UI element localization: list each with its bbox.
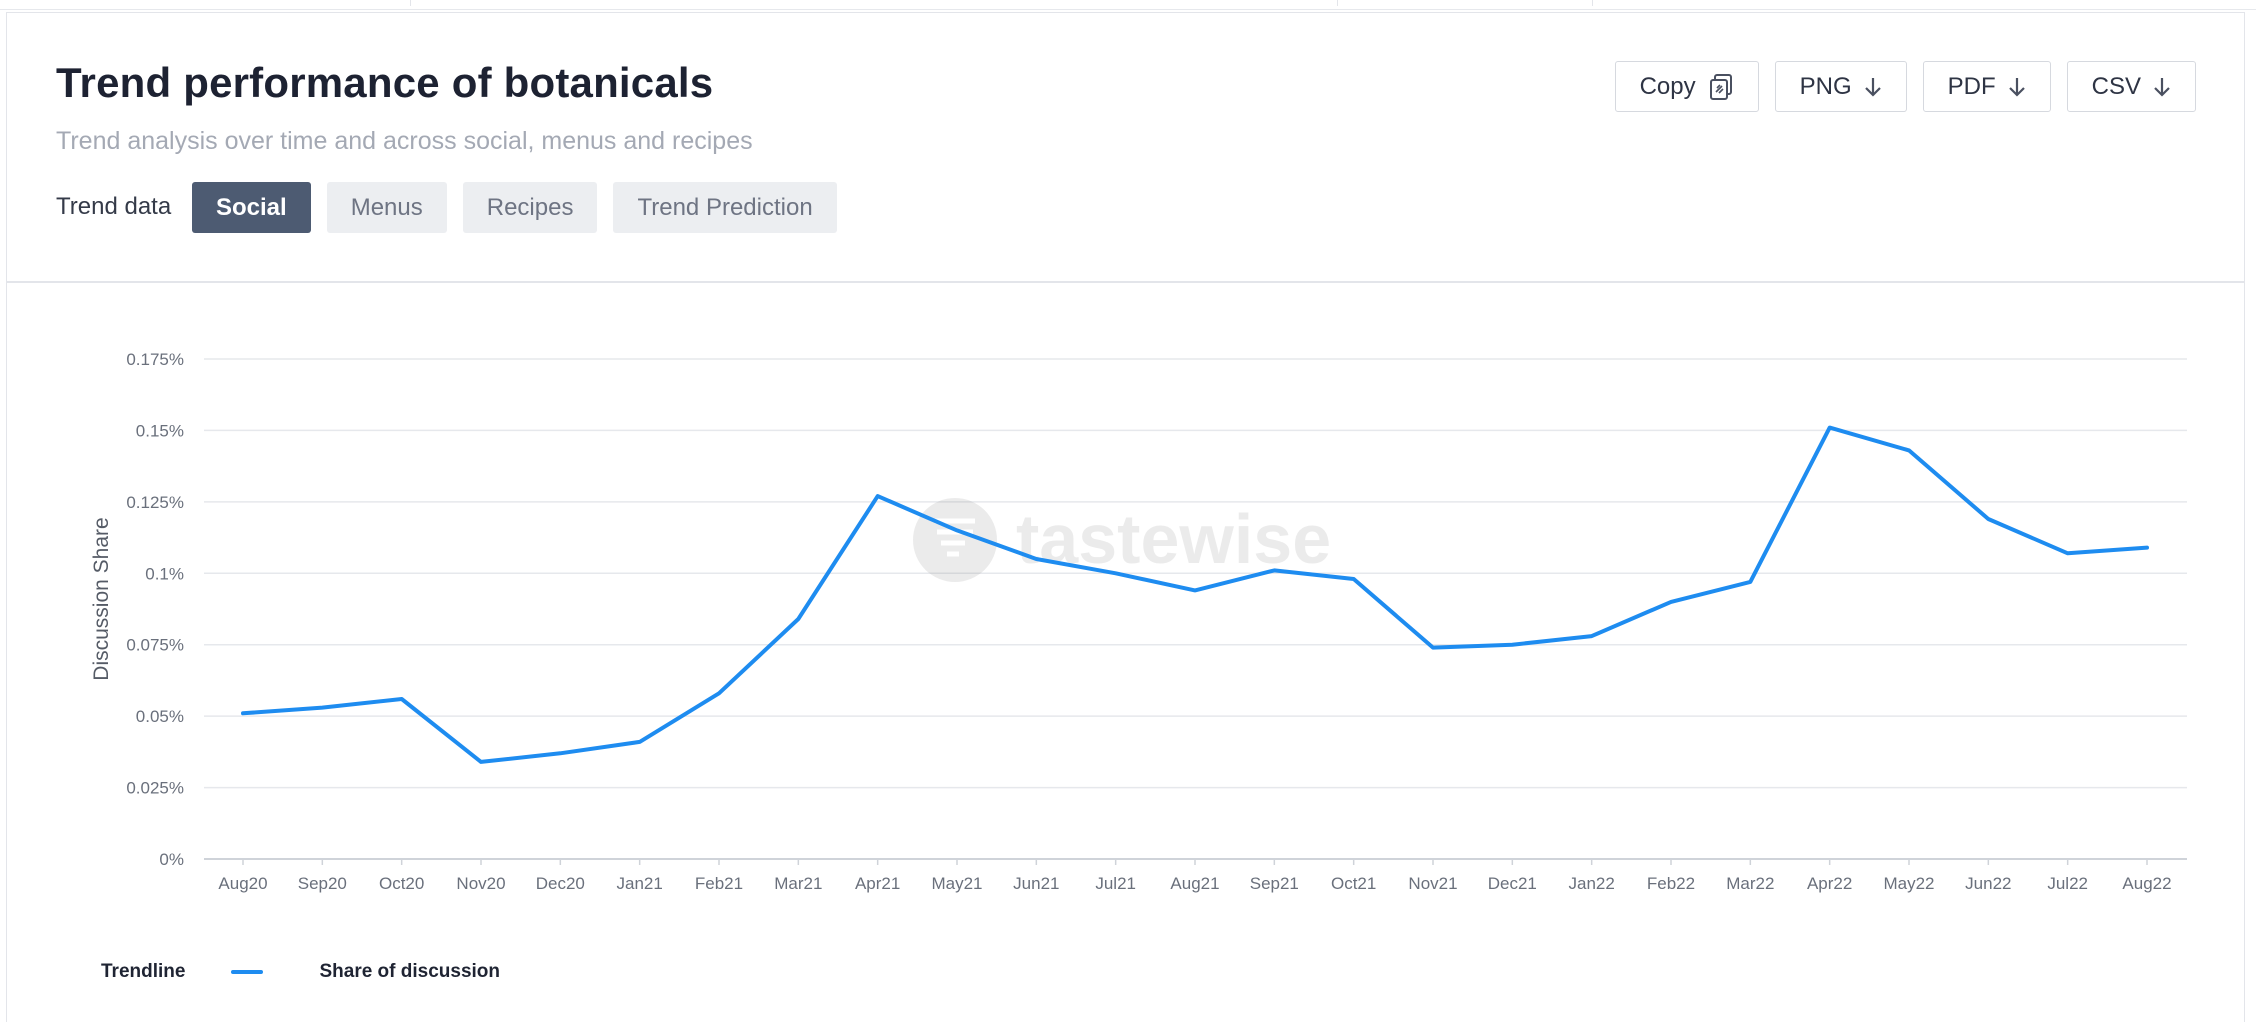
y-tick-label: 0%	[159, 850, 184, 869]
x-tick-label: Mar21	[774, 874, 822, 893]
card-header: Trend performance of botanicals Trend an…	[7, 13, 2244, 283]
top-strip-divider	[1592, 0, 1593, 6]
arrow-down-icon	[2153, 76, 2171, 98]
x-tick-label: Jan22	[1569, 874, 1615, 893]
x-tick-label: Jul21	[1095, 874, 1136, 893]
watermark-text: tastewise	[1016, 500, 1331, 578]
tastewise-watermark: tastewise	[913, 498, 1331, 582]
png-button-label: PNG	[1799, 72, 1852, 100]
x-tick-label: Dec21	[1488, 874, 1537, 893]
arrow-down-icon	[2008, 76, 2026, 98]
x-tick-label: Dec20	[536, 874, 585, 893]
export-actions: Copy PNG PDF	[1614, 61, 2196, 112]
y-axis-ticks: 0% 0.025% 0.05% 0.075% 0.1% 0.125% 0.15% 0.175%	[126, 350, 184, 869]
x-tick-label: Apr21	[855, 874, 900, 893]
top-strip-divider	[410, 0, 411, 6]
x-tick-label: Apr22	[1807, 874, 1852, 893]
trend-card: Trend performance of botanicals Trend an…	[6, 12, 2245, 1022]
x-tick-label: Nov21	[1408, 874, 1457, 893]
trend-line-chart: tastewise 0%0.025%0.05%0.075%0.1%0.125%0…	[90, 350, 2187, 893]
tab-recipes[interactable]: Recipes	[462, 182, 598, 233]
x-tick-label: Sep20	[298, 874, 347, 893]
x-tick-label: Aug20	[218, 874, 267, 893]
y-tick-label: 0.075%	[126, 636, 184, 655]
tab-trend-prediction[interactable]: Trend Prediction	[613, 182, 837, 233]
y-tick-label: 0.025%	[126, 779, 184, 798]
pdf-button-label: PDF	[1947, 72, 1996, 100]
x-tick-label: Nov20	[456, 874, 505, 893]
legend-series-label: Share of discussion	[319, 961, 501, 982]
y-tick-label: 0.1%	[145, 564, 184, 583]
chart-legend: Trendline Share of discussion	[101, 961, 500, 983]
legend-swatch	[231, 970, 264, 974]
chart-area: tastewise 0% 0.025% 0.05% 0.075% 0.1% 0.125% 0…	[7, 285, 2244, 1023]
csv-button[interactable]: CSV	[2066, 61, 2196, 112]
copy-icon	[1708, 73, 1734, 101]
x-tick-label: Mar22	[1726, 874, 1774, 893]
y-tick-label: 0.15%	[136, 421, 184, 440]
chart-grid	[204, 358, 2187, 860]
tab-menus[interactable]: Menus	[326, 182, 447, 233]
x-tick-label: Aug22	[2122, 874, 2171, 893]
x-axis-ticks: Aug20 Sep20 Oct20 Nov20 Dec20 Jan21 Feb21 Mar21…	[218, 859, 2172, 893]
page-subtitle: Trend analysis over time and across soci…	[56, 127, 753, 155]
copy-button-label: Copy	[1639, 72, 1696, 100]
tab-social[interactable]: Social	[192, 182, 311, 233]
x-tick-label: Jul22	[2047, 874, 2088, 893]
x-tick-label: May22	[1883, 874, 1934, 893]
top-strip-divider	[1337, 0, 1338, 6]
series-line-share-of-discussion	[241, 425, 2149, 764]
csv-button-label: CSV	[2091, 72, 2141, 100]
pdf-button[interactable]: PDF	[1922, 61, 2051, 112]
x-tick-label: Feb22	[1647, 874, 1695, 893]
x-tick-label: Feb21	[695, 874, 743, 893]
page-title: Trend performance of botanicals	[56, 59, 714, 106]
x-tick-label: Aug21	[1170, 874, 1219, 893]
y-tick-label: 0.125%	[126, 493, 184, 512]
trend-data-label: Trend data	[56, 193, 172, 220]
x-tick-label: Jun21	[1013, 874, 1059, 893]
x-tick-label: Sep21	[1250, 874, 1299, 893]
arrow-down-icon	[1864, 76, 1882, 98]
y-tick-label: 0.175%	[126, 350, 184, 369]
trend-data-tabs: Social Menus Recipes Trend Prediction	[192, 182, 837, 233]
x-tick-label: May21	[931, 874, 982, 893]
png-button[interactable]: PNG	[1774, 61, 1907, 112]
top-strip	[0, 0, 2256, 10]
legend-title: Trendline	[101, 961, 186, 982]
x-tick-label: Jun22	[1965, 874, 2011, 893]
x-tick-label: Jan21	[617, 874, 663, 893]
x-tick-label: Oct21	[1331, 874, 1376, 893]
copy-button[interactable]: Copy	[1614, 61, 1759, 112]
y-tick-label: 0.05%	[136, 707, 184, 726]
y-axis-label: Discussion Share	[90, 517, 113, 680]
x-tick-label: Oct20	[379, 874, 424, 893]
